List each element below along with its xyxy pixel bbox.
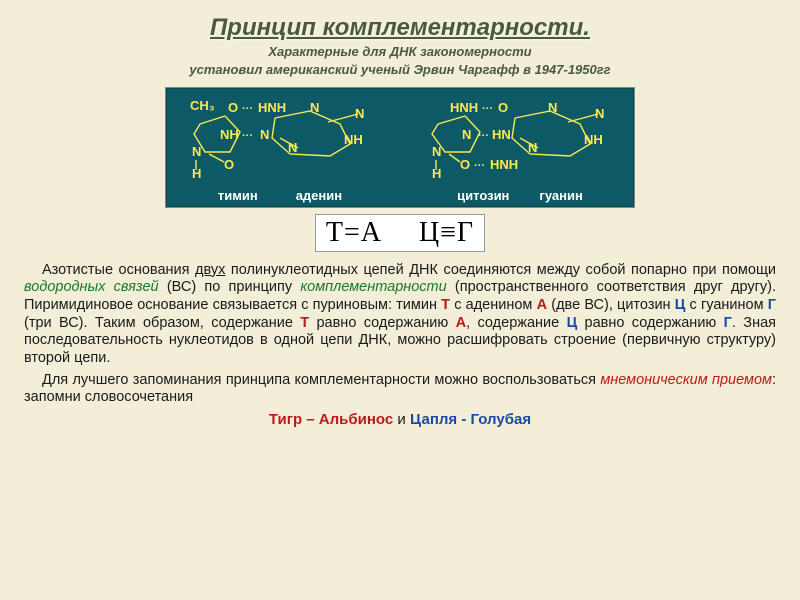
eq-cg: Ц≡Г bbox=[419, 217, 474, 248]
subtitle-line1: Характерные для ДНК закономерности bbox=[24, 44, 776, 60]
svg-text:N: N bbox=[260, 127, 269, 142]
paragraph-1: Азотистые основания двух полинуклеотидны… bbox=[24, 262, 776, 368]
svg-text:NH: NH bbox=[344, 132, 363, 147]
svg-text:O: O bbox=[224, 157, 234, 172]
chem-panel: CH₃ O···HNH NN NH···N NH N N O H bbox=[165, 87, 635, 208]
body-text: Азотистые основания двух полинуклеотидны… bbox=[24, 262, 776, 430]
svg-text:O: O bbox=[460, 157, 470, 172]
label-guanine: гуанин bbox=[539, 188, 582, 203]
svg-text:···: ··· bbox=[242, 130, 253, 142]
svg-text:O: O bbox=[498, 100, 508, 115]
svg-text:···: ··· bbox=[482, 103, 493, 115]
pair-ta: CH₃ O···HNH NN NH···N NH N N O H bbox=[180, 94, 380, 203]
cg-structure: HNH···O NN N···HN NH N N O···HNH H bbox=[420, 94, 620, 186]
svg-text:N: N bbox=[355, 106, 364, 121]
svg-text:HN: HN bbox=[492, 127, 511, 142]
main-title: Принцип комплементарности. bbox=[24, 14, 776, 42]
paragraph-2: Для лучшего запоминания принципа комплем… bbox=[24, 372, 776, 407]
svg-text:N: N bbox=[192, 144, 201, 159]
svg-text:CH₃: CH₃ bbox=[190, 98, 215, 113]
svg-text:HNH: HNH bbox=[490, 157, 518, 172]
svg-text:NH: NH bbox=[584, 132, 603, 147]
svg-text:HNH: HNH bbox=[450, 100, 478, 115]
svg-text:NH: NH bbox=[220, 127, 239, 142]
title-block: Принцип комплементарности. Характерные д… bbox=[24, 14, 776, 79]
eq-ta: Т=А bbox=[326, 217, 382, 248]
subtitle-line2: установил американский ученый Эрвин Чарг… bbox=[24, 62, 776, 78]
chemistry-diagram: CH₃ O···HNH NN NH···N NH N N O H bbox=[24, 87, 776, 252]
svg-text:···: ··· bbox=[474, 160, 485, 172]
label-cytosine: цитозин bbox=[457, 188, 509, 203]
svg-text:O: O bbox=[228, 100, 238, 115]
label-adenine: аденин bbox=[296, 188, 342, 203]
bond-equation: Т=А Ц≡Г bbox=[315, 214, 485, 252]
mnemonic-line: Тигр – Альбинос и Цапля - Голубая bbox=[24, 411, 776, 429]
svg-text:N: N bbox=[595, 106, 604, 121]
svg-text:···: ··· bbox=[478, 130, 489, 142]
svg-text:N: N bbox=[432, 144, 441, 159]
svg-text:HNH: HNH bbox=[258, 100, 286, 115]
pair-cg: HNH···O NN N···HN NH N N O···HNH H ц bbox=[420, 94, 620, 203]
svg-text:···: ··· bbox=[242, 103, 253, 115]
svg-text:N: N bbox=[462, 127, 471, 142]
ta-structure: CH₃ O···HNH NN NH···N NH N N O H bbox=[180, 94, 380, 186]
label-thymine: тимин bbox=[218, 188, 258, 203]
